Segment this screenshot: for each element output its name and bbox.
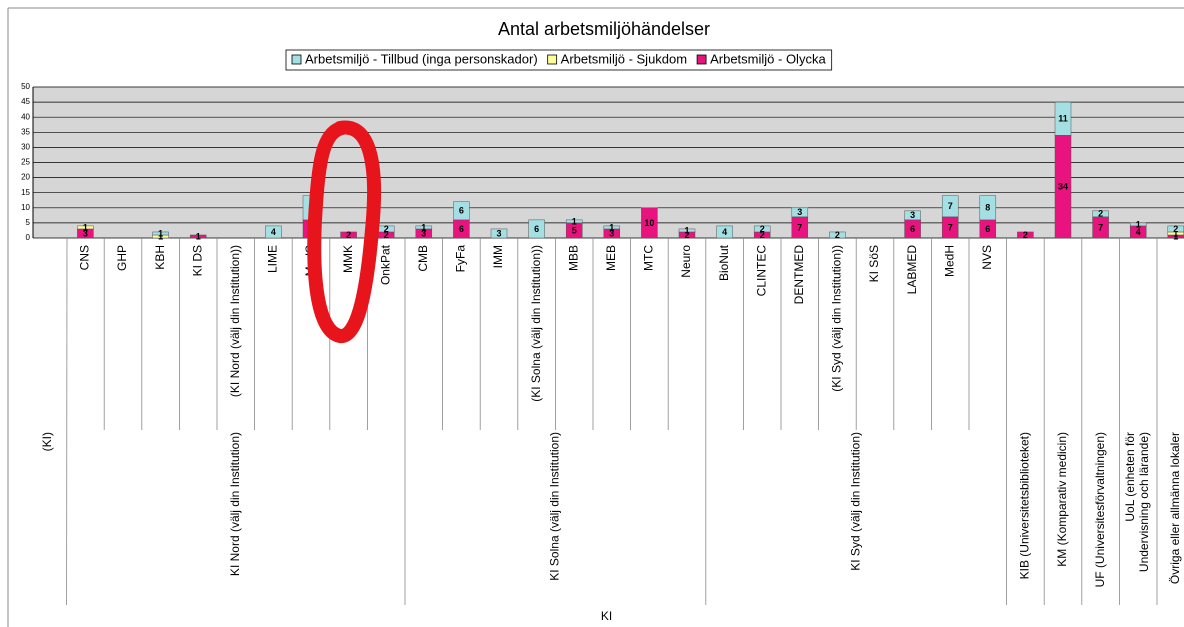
group-label: UF (Universitesförvaltningen): [1093, 432, 1107, 587]
data-label: 2: [835, 230, 840, 240]
x-tick-label: IMM: [491, 245, 505, 268]
data-label: 2: [384, 224, 389, 234]
data-label: 3: [910, 210, 915, 220]
x-tick-label: Neuro: [679, 245, 693, 278]
x-tick-label: LABMED: [905, 245, 919, 295]
legend-label: Arbetsmiljö - Olycka: [710, 51, 826, 66]
data-label: 1: [158, 228, 163, 238]
legend-swatch: [292, 55, 301, 64]
group-label: KM (Komparativ medicin): [1055, 432, 1069, 567]
data-label: 11: [1058, 114, 1068, 124]
group-label: KI Nord (välj din Institution): [228, 432, 242, 576]
outer-group-label: KI: [601, 609, 612, 623]
y-tick-label: 0: [26, 233, 31, 242]
x-tick-label: MBB: [566, 245, 580, 271]
chart: Antal arbetsmiljöhändelser Arbetsmiljö -…: [0, 0, 1184, 627]
data-label: 1: [196, 231, 201, 241]
legend-swatch: [548, 55, 557, 64]
x-tick-label: MEB: [604, 245, 618, 271]
legend-label: Arbetsmiljö - Tillbud (inga personskador…: [305, 51, 538, 66]
data-label: 34: [1058, 182, 1068, 192]
x-tick-label: (KI Syd (välj din Institution)): [830, 245, 844, 392]
data-label: 4: [271, 227, 276, 237]
y-tick-label: 5: [26, 218, 31, 227]
data-label: 2: [760, 224, 765, 234]
group-label: (KI): [40, 432, 54, 451]
x-tick-label: MedH: [942, 245, 956, 277]
legend-label: Arbetsmiljö - Sjukdom: [561, 51, 687, 66]
data-label: 4: [722, 227, 727, 237]
x-tick-label: KI DS: [190, 245, 204, 276]
x-tick-label: (KI Nord (välj din Institution)): [228, 245, 242, 397]
y-tick-label: 25: [21, 158, 30, 167]
data-label: 3: [496, 228, 501, 238]
data-label: 3: [797, 207, 802, 217]
y-tick-label: 20: [21, 173, 30, 182]
data-label: 1: [421, 222, 426, 232]
y-tick-label: 30: [21, 143, 30, 152]
data-label: 1: [609, 222, 614, 232]
y-tick-label: 15: [21, 188, 30, 197]
y-tick-label: 50: [21, 82, 30, 91]
data-label: 2: [1098, 209, 1103, 219]
group-label: KI Solna (välj din Institution): [548, 432, 562, 581]
x-tick-label: CLINTEC: [754, 245, 768, 297]
group-label: KIB (Universitetsbiblioteket): [1018, 432, 1032, 579]
data-label: 7: [948, 201, 953, 211]
x-tick-label: KI SöS: [867, 245, 881, 282]
data-label: 6: [459, 224, 464, 234]
data-label: 2: [1023, 230, 1028, 240]
data-label: 7: [1098, 222, 1103, 232]
group-label: KI Syd (välj din Institution): [848, 432, 862, 571]
x-tick-label: MMK: [341, 245, 355, 273]
x-tick-label: MTC: [642, 245, 656, 271]
data-label: 6: [910, 224, 915, 234]
data-label: 7: [948, 222, 953, 232]
data-label: 6: [459, 206, 464, 216]
y-tick-label: 10: [21, 203, 30, 212]
data-label: 1: [1136, 219, 1141, 229]
x-tick-label: NVS: [980, 245, 994, 270]
x-tick-label: BioNut: [717, 244, 731, 281]
y-tick-label: 45: [21, 97, 30, 106]
x-tick-label: KBH: [153, 245, 167, 270]
data-label: 5: [572, 225, 577, 235]
data-label: 6: [985, 224, 990, 234]
x-tick-label: CMB: [416, 245, 430, 272]
data-label: 7: [797, 222, 802, 232]
chart-title: Antal arbetsmiljöhändelser: [498, 19, 710, 39]
data-label: 2: [346, 230, 351, 240]
legend-swatch: [697, 55, 706, 64]
data-label: 6: [534, 224, 539, 234]
x-tick-label: LIME: [266, 245, 280, 273]
y-tick-label: 40: [21, 112, 30, 121]
x-tick-label: GHP: [115, 245, 129, 271]
x-tick-label: OnkPat: [378, 244, 392, 285]
x-tick-label: (KI Solna (välj din Institution)): [529, 245, 543, 402]
data-label: 1: [83, 222, 88, 232]
data-label: 1: [572, 216, 577, 226]
x-tick-label: FyFa: [454, 245, 468, 273]
x-tick-label: DENTMED: [792, 245, 806, 305]
data-label: 2: [1173, 224, 1178, 234]
group-label: Övriga eller allmänna lokaler: [1168, 432, 1182, 584]
data-label: 8: [985, 203, 990, 213]
data-label: 10: [644, 218, 654, 228]
page: {"chart_data": { "type": "bar", "stacked…: [0, 0, 1184, 627]
data-label: 1: [684, 225, 689, 235]
x-tick-label: CNS: [78, 245, 92, 270]
y-tick-label: 35: [21, 127, 30, 136]
